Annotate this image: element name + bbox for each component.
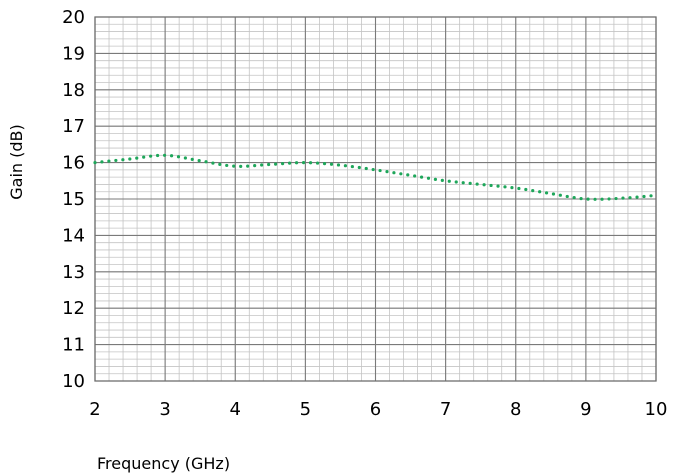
y-tick-label: 13: [62, 262, 85, 283]
y-tick-label: 10: [62, 371, 85, 392]
y-tick-label: 18: [62, 80, 85, 101]
x-tick-label: 6: [370, 399, 381, 420]
y-tick-label: 16: [62, 153, 85, 174]
x-tick-label: 3: [159, 399, 170, 420]
x-tick-label: 10: [645, 399, 668, 420]
x-tick-label: 4: [230, 399, 241, 420]
y-tick-label: 17: [62, 116, 85, 137]
x-tick-label: 8: [510, 399, 521, 420]
y-tick-label: 15: [62, 189, 85, 210]
series-layer: [93, 153, 658, 201]
y-tick-label: 11: [62, 335, 85, 356]
y-tick-label: 14: [62, 225, 85, 246]
x-tick-label: 9: [580, 399, 591, 420]
y-tick-label: 19: [62, 43, 85, 64]
x-tick-label: 5: [300, 399, 311, 420]
series-line: [93, 153, 658, 201]
y-tick-labels: 10 11 12 13 14 15 16 17 18 19 20: [62, 7, 85, 392]
plot-frame: [94, 16, 657, 382]
y-axis-label: Gain (dB): [7, 124, 26, 200]
x-tick-labels: 2 3 4 5 6 7 8 9 10: [89, 399, 667, 420]
y-tick-label: 20: [62, 7, 85, 28]
x-tick-label: 7: [440, 399, 451, 420]
y-tick-label: 12: [62, 298, 85, 319]
x-axis-label: Frequency (GHz): [97, 454, 230, 473]
x-tick-label: 2: [89, 399, 100, 420]
